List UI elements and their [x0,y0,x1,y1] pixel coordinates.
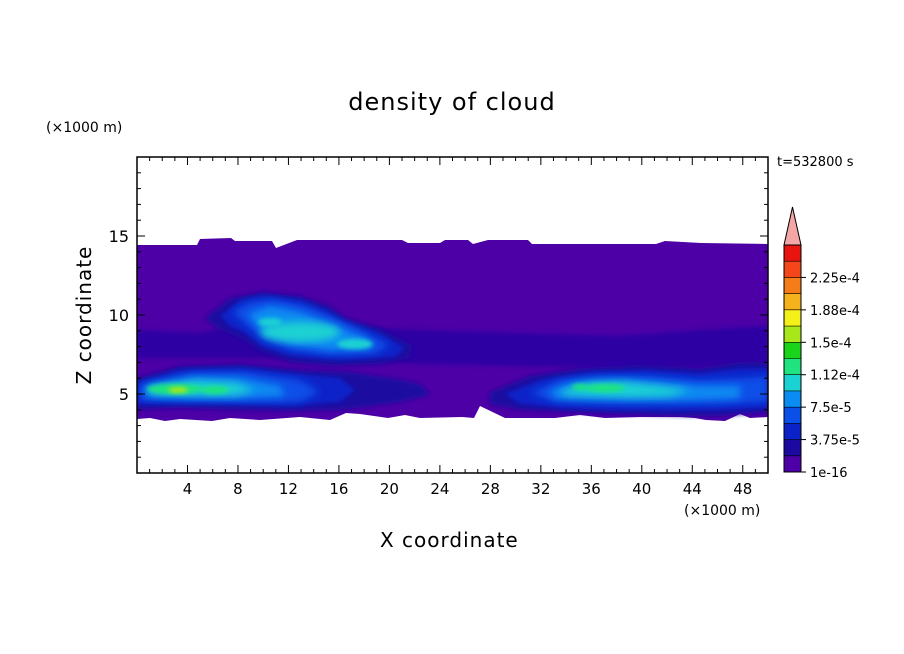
colorbar-swatch [784,439,801,457]
colorbar-swatch [784,277,801,294]
y-tick-label: 5 [119,385,129,404]
cloud-region-mid-level [205,292,412,366]
cloud-region-left-low [137,364,430,411]
colorbar-swatch [784,407,801,424]
y-tick-label: 10 [109,306,129,325]
colorbar-label: 1e-16 [810,466,848,481]
x-tick-label: 12 [279,480,298,498]
colorbar-label: 2.25e-4 [810,271,860,286]
colorbar-swatch [784,326,801,343]
colorbar-overflow-arrow [783,206,802,246]
x-tick-label: 8 [233,480,243,498]
x-tick-label: 48 [733,480,752,498]
colorbar-swatch [784,261,801,278]
colorbar-label: 1.88e-4 [810,304,860,319]
chart-title: density of cloud [348,88,556,116]
x-tick-label: 20 [380,480,399,498]
time-label: t=532800 s [777,155,854,170]
colorbar-swatch [784,342,801,359]
y-axis-unit: (×1000 m) [46,120,123,136]
colorbar-swatch [784,455,801,473]
colorbar-label: 1.12e-4 [810,369,860,384]
cloud-region-right-low [490,362,768,416]
x-axis-label: X coordinate [380,528,519,552]
x-ticks: 4 8 12 16 20 24 28 32 36 40 44 48 [149,157,756,498]
colorbar-label: 7.5e-5 [810,401,852,416]
x-axis-unit: (×1000 m) [684,503,761,519]
x-tick-label: 40 [632,480,651,498]
x-tick-label: 36 [582,480,601,498]
colorbar: 1e-16 3.75e-5 7.5e-5 1.12e-4 1.5e-4 1.88e-4 2.… [783,206,860,481]
density-field [137,238,768,421]
y-tick-label: 15 [109,227,129,246]
x-tick-label: 32 [531,480,550,498]
colorbar-swatch [784,358,801,376]
x-tick-label: 24 [430,480,449,498]
y-ticks: 5 10 15 [109,172,768,458]
colorbar-swatch [784,423,801,440]
x-tick-label: 16 [329,480,348,498]
colorbar-swatch [784,390,801,408]
x-tick-label: 44 [683,480,702,498]
x-tick-label: 28 [481,480,500,498]
colorbar-swatch [784,293,801,311]
colorbar-swatch [784,374,801,392]
colorbar-swatch [784,309,801,327]
colorbar-label: 3.75e-5 [810,434,860,449]
colorbar-label: 1.5e-4 [810,336,852,351]
x-tick-label: 4 [183,480,193,498]
colorbar-swatch [784,245,801,262]
